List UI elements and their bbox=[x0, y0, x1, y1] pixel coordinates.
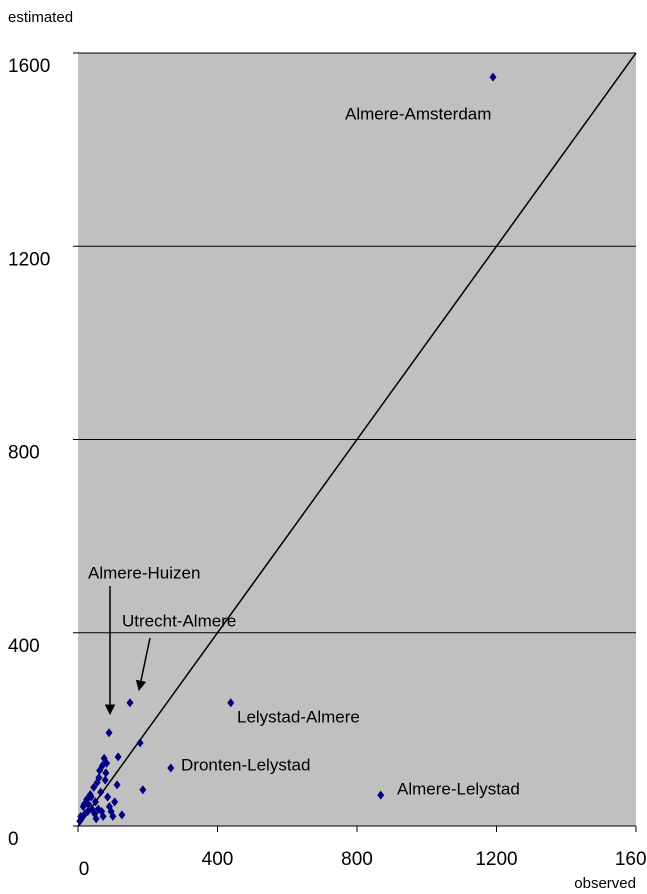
point bbox=[87, 792, 95, 802]
x-tick-label: 0 bbox=[79, 859, 90, 880]
point bbox=[139, 785, 147, 795]
point bbox=[109, 811, 117, 821]
point bbox=[101, 775, 109, 785]
annotation: Almere-Lelystad bbox=[397, 779, 520, 798]
point bbox=[113, 780, 121, 790]
point bbox=[105, 728, 113, 738]
point bbox=[167, 763, 175, 773]
point bbox=[103, 758, 111, 768]
annotation: Utrecht-Almere bbox=[122, 611, 236, 630]
point bbox=[114, 752, 122, 762]
point bbox=[90, 782, 98, 792]
point bbox=[102, 768, 110, 778]
x-tick-label: 1200 bbox=[475, 849, 517, 870]
y-tick-label: 400 bbox=[8, 636, 40, 657]
y-tick-label: 1600 bbox=[8, 56, 50, 77]
reference-line bbox=[77, 52, 637, 827]
annotation: Lelystad-Almere bbox=[237, 707, 360, 726]
x-tick-label: 800 bbox=[341, 849, 373, 870]
point bbox=[377, 790, 385, 800]
arrow bbox=[135, 637, 151, 692]
annotation: Dronten-Lelystad bbox=[181, 755, 310, 774]
point bbox=[80, 799, 88, 809]
point bbox=[111, 797, 119, 807]
y-tick-label: 0 bbox=[8, 829, 19, 850]
annotation: Almere-Amsterdam bbox=[345, 104, 491, 123]
point bbox=[77, 811, 85, 821]
y-tick-label: 1200 bbox=[8, 249, 50, 270]
point bbox=[97, 787, 105, 797]
point bbox=[104, 792, 112, 802]
y-tick-label: 800 bbox=[8, 443, 40, 464]
point bbox=[489, 72, 497, 82]
point bbox=[91, 797, 99, 807]
point bbox=[126, 698, 134, 708]
x-tick-label: 400 bbox=[202, 849, 234, 870]
point bbox=[118, 810, 126, 820]
point bbox=[136, 738, 144, 748]
annotation: Almere-Huizen bbox=[88, 563, 200, 582]
point bbox=[84, 807, 92, 817]
point bbox=[93, 778, 101, 788]
point bbox=[94, 804, 102, 814]
point bbox=[99, 811, 107, 821]
point bbox=[227, 698, 235, 708]
point bbox=[96, 765, 104, 775]
point bbox=[92, 814, 100, 824]
y-axis-label: estimated bbox=[8, 9, 73, 26]
x-tick-label: 1600 bbox=[615, 849, 647, 870]
x-axis-label: observed bbox=[574, 875, 636, 892]
